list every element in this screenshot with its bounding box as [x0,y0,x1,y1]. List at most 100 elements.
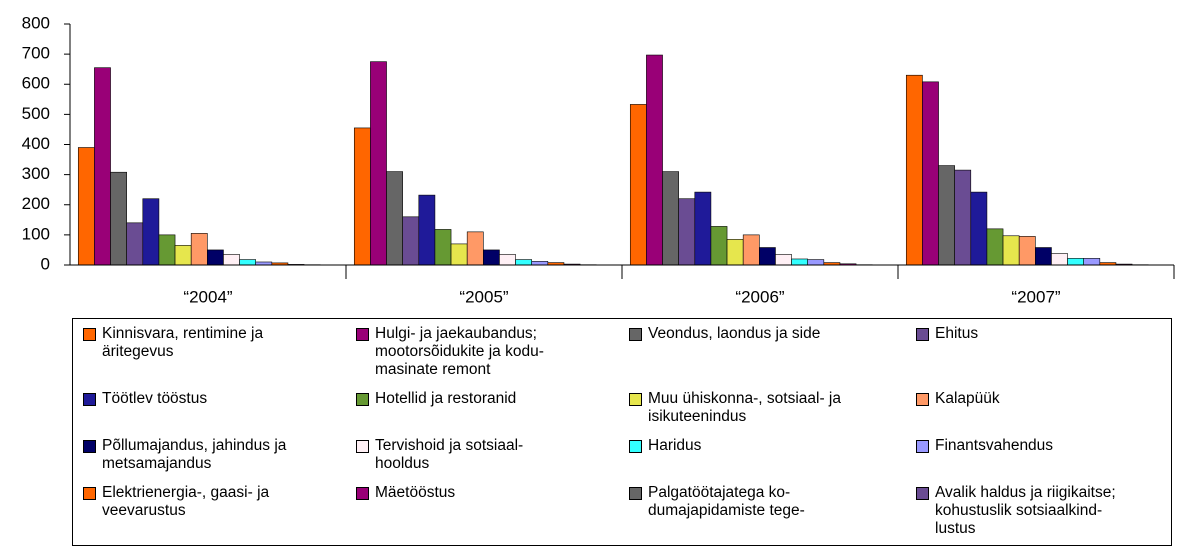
legend-swatch [629,393,642,406]
bar [531,261,549,266]
bar [466,231,484,266]
y-tick-label: 500 [22,104,50,123]
bar [207,249,224,266]
bar [986,228,1004,266]
bar [239,259,256,266]
bar [646,54,663,266]
bar [386,171,403,266]
bar [515,259,532,266]
bar [370,61,387,266]
y-tick-label: 400 [22,134,50,153]
legend-swatch [629,487,642,500]
bar [1018,236,1036,266]
legend-item: Tervishoid ja sotsiaal- hooldus [356,437,629,480]
bar [418,194,436,266]
bar [1002,235,1020,266]
bar [791,258,808,266]
legend-label: Ehitus [935,325,979,342]
bar [142,198,160,266]
legend-item: Muu ühiskonna-, sotsiaal- ja isikuteenin… [629,390,916,433]
bar [158,234,176,266]
legend-label: Mäetööstus [375,484,456,501]
bar [94,67,111,266]
bar [1083,258,1101,266]
bar [694,191,712,266]
bar [922,81,939,266]
x-tick-label: “2005” [459,287,508,306]
bar [710,226,728,266]
y-tick-label: 300 [22,164,50,183]
bar [742,234,760,266]
legend-swatch [629,328,642,341]
legend-swatch [916,328,929,341]
bar [954,169,972,266]
bar [775,254,792,266]
bar [807,259,825,266]
bar [353,127,371,266]
legend-item: Avalik haldus ja riigikaitse; kohustusli… [916,484,1176,545]
legend-swatch [356,440,369,453]
y-tick-label: 200 [22,194,50,213]
legend-item: Kalapüük [916,390,1176,433]
legend-item: Töötlev tööstus [83,390,356,433]
legend: Kinnisvara, rentimine ja äritegevus Hulgi… [72,318,1172,546]
bar [110,171,127,266]
bar [629,104,647,266]
y-tick-label: 100 [22,224,50,243]
legend-item: Haridus [629,437,916,480]
legend-item: Finantsvahendus [916,437,1176,480]
legend-swatch [83,328,96,341]
legend-item: Kinnisvara, rentimine ja äritegevus [83,325,356,386]
legend-label: Finantsvahendus [935,437,1054,454]
legend-swatch [916,440,929,453]
legend-swatch [356,487,369,500]
legend-item: Ehitus [916,325,1176,386]
bar [483,249,500,266]
legend-swatch [83,393,96,406]
bar [662,171,679,266]
legend-swatch [83,487,96,500]
legend-label: Põllumajandus, jahindus ja metsamajandus [102,437,287,472]
bar [402,216,420,266]
y-tick-label: 800 [22,13,50,32]
legend-swatch [356,328,369,341]
bar [77,147,95,266]
bar [726,239,744,266]
legend-item: Hulgi- ja jaekaubandus; mootorsõidukite … [356,325,629,386]
legend-label: Muu ühiskonna-, sotsiaal- ja isikuteenin… [648,390,841,425]
legend-swatch [916,393,929,406]
legend-label: Kalapüük [935,390,1000,407]
legend-item: Palgatöötajatega ko- dumajapidamiste teg… [629,484,916,545]
bar [434,229,452,266]
x-tick-label: “2006” [735,287,784,306]
bar [1051,253,1068,266]
legend-label: Hotellid ja restoranid [375,390,517,407]
legend-label: Veondus, laondus ja side [648,325,821,342]
bar [678,198,696,266]
bar [759,247,776,266]
legend-label: Haridus [648,437,702,454]
bar [970,191,988,266]
legend-swatch [916,487,929,500]
bar [450,243,468,266]
legend-item: Hotellid ja restoranid [356,390,629,433]
y-tick-label: 700 [22,44,50,63]
legend-swatch [356,393,369,406]
legend-label: Töötlev tööstus [102,390,208,407]
bar [223,254,240,266]
legend-label: Tervishoid ja sotsiaal- hooldus [375,437,524,472]
y-tick-label: 600 [22,74,50,93]
legend-label: Kinnisvara, rentimine ja äritegevus [102,325,264,360]
bar [126,222,144,266]
bar [1067,258,1084,266]
legend-item: Põllumajandus, jahindus ja metsamajandus [83,437,356,480]
legend-item: Veondus, laondus ja side [629,325,916,386]
bar [499,254,516,266]
legend-label: Palgatöötajatega ko- dumajapidamiste teg… [648,484,805,519]
legend-label: Avalik haldus ja riigikaitse; kohustusli… [935,484,1116,537]
bar [174,245,192,266]
legend-swatch [629,440,642,453]
x-tick-label: “2004” [183,287,232,306]
